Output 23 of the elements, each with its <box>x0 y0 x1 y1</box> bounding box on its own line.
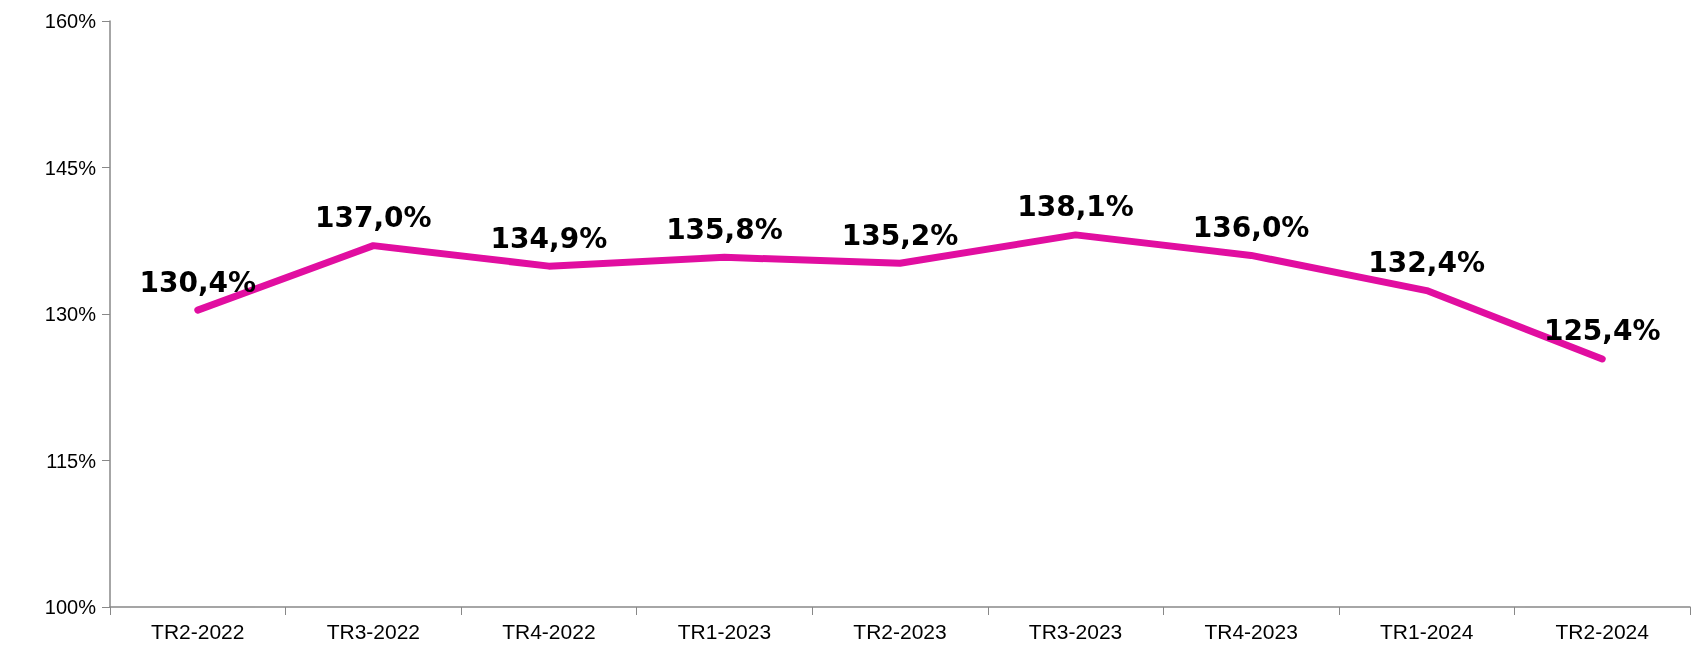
y-tick-label: 145% <box>44 156 97 179</box>
y-tick-label: 130% <box>44 303 97 325</box>
data-label: 135,2% <box>841 218 959 252</box>
x-tick-label: TR3-2022 <box>326 620 421 643</box>
data-label: 135,8% <box>666 212 783 246</box>
x-tick-label: TR3-2023 <box>1028 620 1123 643</box>
x-tick-label: TR2-2024 <box>1555 620 1650 643</box>
data-label: 132,4% <box>1368 246 1485 280</box>
x-tick-label: TR4-2022 <box>502 620 596 643</box>
x-tick-label: TR1-2024 <box>1379 620 1474 643</box>
x-tick-label: TR2-2022 <box>151 620 245 643</box>
data-label: 136,0% <box>1192 210 1310 244</box>
data-label: 130,4% <box>139 265 257 299</box>
y-tick-label: 160% <box>44 10 97 32</box>
data-label: 137,0% <box>315 201 432 235</box>
data-label: 125,4% <box>1543 314 1661 348</box>
data-label: 134,9% <box>490 221 608 255</box>
x-tick-label: TR1-2023 <box>677 620 772 643</box>
data-label: 138,1% <box>1017 190 1134 224</box>
y-tick-label: 100% <box>44 596 97 618</box>
x-tick-label: TR2-2023 <box>853 620 947 643</box>
x-tick-label: TR4-2023 <box>1204 620 1298 643</box>
y-tick-label: 115% <box>46 449 97 472</box>
